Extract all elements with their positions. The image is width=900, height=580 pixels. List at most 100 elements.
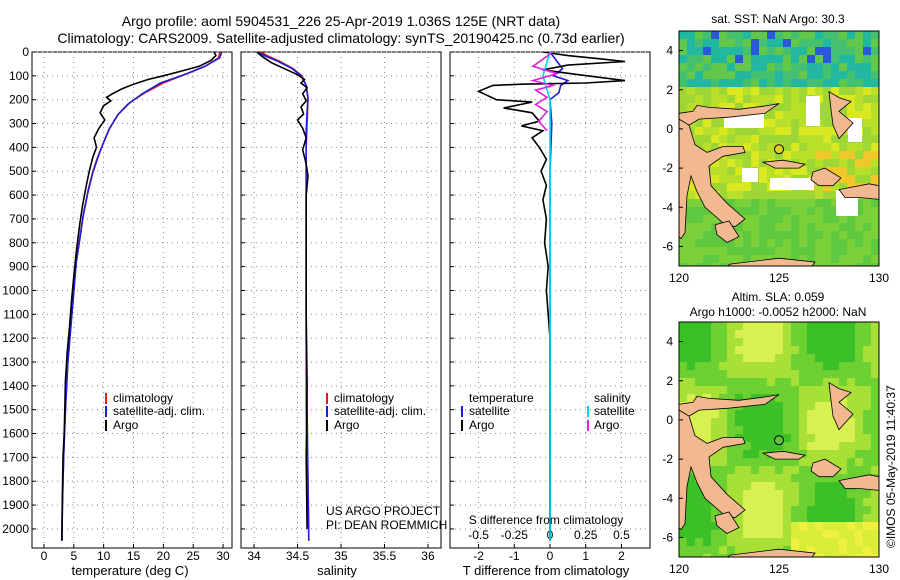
map-cell [831, 191, 840, 200]
map-cell [823, 39, 832, 48]
map-cell [695, 55, 704, 64]
map-cell [775, 95, 784, 104]
map-cell [863, 490, 872, 499]
map-cell [759, 79, 768, 88]
map-cell [871, 378, 879, 387]
map-cell [751, 255, 760, 264]
temperature-xlabel: temperature (deg C) [71, 563, 188, 578]
map-cell [847, 322, 856, 331]
map-cell [831, 159, 840, 168]
map-cell [727, 39, 736, 48]
map-cell [759, 450, 768, 459]
map-cell [815, 450, 824, 459]
map-cell [687, 338, 696, 347]
map-cell [839, 47, 848, 56]
map-cell [751, 426, 760, 435]
map-cell [855, 386, 864, 395]
map-lon-tick-label: 130 [869, 271, 889, 285]
map-cell [775, 362, 784, 371]
s-diff-tick-label: 0.25 [574, 528, 598, 542]
map-cell [799, 31, 808, 40]
map-nodata-patch [770, 178, 814, 190]
pi-credit: PI: DEAN ROEMMICH [326, 518, 447, 532]
map-cell [767, 79, 776, 88]
map-cell [727, 239, 736, 248]
map-cell [743, 498, 752, 507]
map-cell [807, 55, 816, 64]
temperature-panel-frame [31, 51, 233, 549]
map-cell [831, 183, 840, 192]
map-cell [767, 442, 776, 451]
map-cell [783, 426, 792, 435]
depth-tick-label: 100 [9, 69, 29, 83]
map-cell [711, 87, 720, 96]
map-cell [815, 223, 824, 232]
map-cell [863, 239, 872, 248]
map-cell [695, 247, 704, 256]
halmahera-land [828, 381, 854, 431]
map-cell [791, 322, 800, 331]
map-cell [751, 79, 760, 88]
map-cell [679, 247, 688, 256]
map-cell [759, 191, 768, 200]
map-cell [823, 386, 832, 395]
depth-tick-label: 1100 [3, 307, 29, 321]
map-cell [695, 522, 704, 531]
map-cell [743, 183, 752, 192]
map-cell [703, 135, 712, 144]
map-cell [855, 79, 864, 88]
map-cell [871, 466, 879, 475]
map-cell [847, 47, 856, 56]
x-tick-label: 5 [70, 549, 77, 563]
map-cell [727, 482, 736, 491]
map-cell [767, 55, 776, 64]
map-cell [855, 175, 864, 184]
map-cell [807, 522, 816, 531]
map-cell [743, 39, 752, 48]
map-cell [767, 474, 776, 483]
map-cell [855, 167, 864, 176]
depth-tick-label: 300 [9, 117, 29, 131]
map-cell [791, 522, 800, 531]
map-cell [839, 530, 848, 539]
map-cell [703, 215, 712, 224]
map-cell [767, 31, 776, 40]
map-cell [783, 506, 792, 515]
map-cell [847, 466, 856, 475]
map-cell [687, 378, 696, 387]
map-cell [871, 199, 879, 208]
map-cell [847, 538, 856, 547]
map-cell [775, 418, 784, 427]
map-cell [783, 103, 792, 112]
map-cell [759, 167, 768, 176]
map-cell [807, 167, 816, 176]
map-cell [807, 546, 816, 555]
map-cell [727, 247, 736, 256]
map-cell [687, 199, 696, 208]
map-cell [759, 538, 768, 547]
map-cell [703, 354, 712, 363]
map-cell [735, 498, 744, 507]
map-cell [839, 538, 848, 547]
x-tick-label: -1 [509, 549, 520, 563]
map-cell [703, 418, 712, 427]
map-cell [719, 354, 728, 363]
map-cell [687, 95, 696, 104]
map-cell [799, 530, 808, 539]
map-cell [703, 247, 712, 256]
map-cell [815, 239, 824, 248]
map-cell [703, 434, 712, 443]
map-cell [831, 63, 840, 72]
map-cell [799, 207, 808, 216]
map-cell [775, 39, 784, 48]
map-cell [735, 151, 744, 160]
map-cell [823, 63, 832, 72]
map-cell [735, 338, 744, 347]
map-cell [743, 426, 752, 435]
map-cell [759, 95, 768, 104]
map-cell [735, 87, 744, 96]
map-cell [871, 223, 879, 232]
map-cell [735, 79, 744, 88]
map-cell [783, 538, 792, 547]
map-cell [863, 378, 872, 387]
